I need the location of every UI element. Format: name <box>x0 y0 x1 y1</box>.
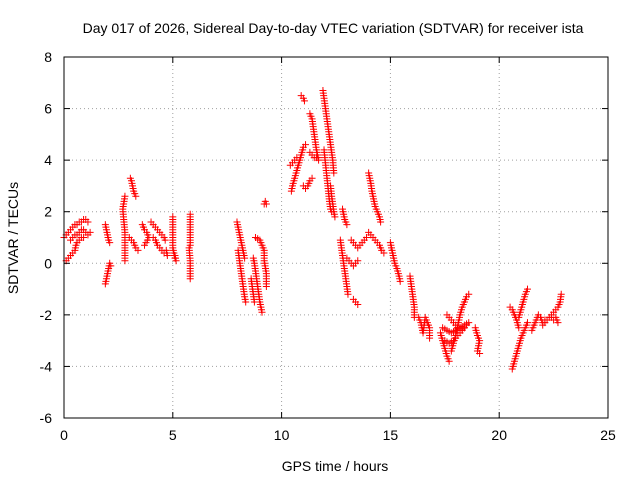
y-tick-label: -2 <box>40 307 53 323</box>
data-point <box>515 324 523 332</box>
data-point <box>80 234 88 241</box>
data-point <box>107 262 115 270</box>
data-point <box>141 241 149 249</box>
data-point <box>302 141 310 149</box>
data-point <box>354 301 362 309</box>
y-tick-label: 4 <box>44 152 52 168</box>
x-tick-label: 10 <box>274 427 290 443</box>
x-axis-ticks: 0 5 10 15 20 25 <box>60 57 616 443</box>
plot-frame <box>63 56 609 419</box>
chart-title: Day 017 of 2026, Sidereal Day-to-day VTE… <box>83 20 584 36</box>
data-point <box>445 357 453 365</box>
data-point <box>523 285 531 293</box>
data-point <box>354 257 362 265</box>
x-tick-label: 15 <box>383 427 399 443</box>
data-point <box>523 319 531 327</box>
y-axis-ticks: -6 -4 -2 0 2 4 6 8 <box>40 49 608 426</box>
data-point <box>186 275 194 283</box>
y-tick-label: -4 <box>40 358 53 374</box>
y-tick-label: -6 <box>40 410 53 426</box>
data-point <box>161 236 169 244</box>
data-point <box>258 308 266 316</box>
data-point <box>554 319 562 327</box>
data-point <box>262 200 270 208</box>
x-tick-label: 5 <box>169 427 177 443</box>
y-axis-label: SDTVAR / TECUs <box>5 182 21 294</box>
y-tick-label: 6 <box>44 101 52 117</box>
data-point <box>377 218 385 226</box>
data-point <box>362 234 370 241</box>
data-point <box>163 252 171 260</box>
data-point <box>262 282 270 290</box>
data-point <box>250 298 258 306</box>
data-point <box>293 154 301 162</box>
data-point <box>460 324 468 332</box>
data-point <box>121 257 129 265</box>
x-tick-label: 0 <box>60 427 68 443</box>
data-point <box>331 213 339 221</box>
data-point <box>171 252 179 260</box>
data-point <box>242 298 250 306</box>
y-tick-label: 0 <box>44 255 52 271</box>
data-points <box>60 87 565 373</box>
data-point <box>106 239 114 247</box>
x-tick-label: 25 <box>600 427 616 443</box>
data-point <box>465 290 473 298</box>
data-point <box>330 169 338 177</box>
data-point <box>380 249 388 257</box>
data-point <box>300 97 308 105</box>
data-point <box>557 290 565 298</box>
data-point <box>476 350 484 358</box>
x-tick-label: 20 <box>491 427 507 443</box>
data-point <box>312 154 320 162</box>
y-tick-label: 2 <box>44 204 52 220</box>
data-point <box>344 290 352 298</box>
y-tick-label: 8 <box>44 49 52 65</box>
data-point <box>343 221 351 229</box>
data-point <box>134 246 142 254</box>
data-point <box>84 218 92 226</box>
data-point <box>132 192 140 200</box>
data-point <box>396 277 404 285</box>
data-point <box>426 334 434 342</box>
data-point <box>86 228 94 236</box>
x-axis-label: GPS time / hours <box>282 458 389 474</box>
data-point <box>308 174 316 182</box>
